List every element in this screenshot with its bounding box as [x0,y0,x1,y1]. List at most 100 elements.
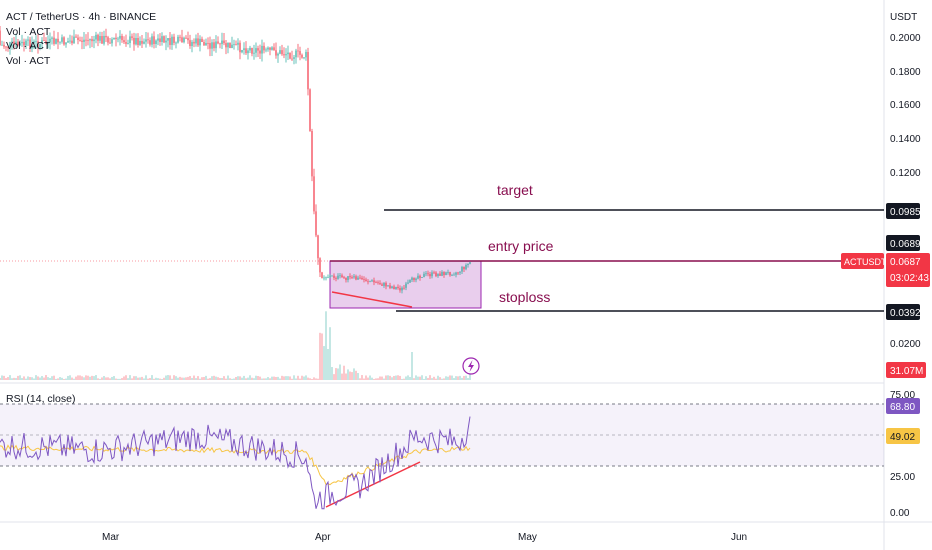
volume-bar [357,373,359,380]
candle-body [363,279,365,280]
candle-body [419,275,421,278]
volume-bar [217,377,219,380]
volume-bar [117,378,119,380]
volume-bar [89,376,91,380]
volume-bar [147,378,149,380]
volume-bar [15,378,17,380]
rsi-divergence-line[interactable] [325,461,421,508]
candle-body [305,52,307,58]
candle-body [133,37,135,45]
symbol-label: ACTUSDT [844,257,887,267]
candle-body [421,277,423,278]
price-axis[interactable]: 0.2000 0.1800 0.1600 0.1400 0.1200 0.020… [890,33,921,350]
volume-bar [393,375,395,380]
volume-bar [259,376,261,380]
volume-bar [221,378,223,380]
candle-body [433,272,435,274]
volume-bar [107,377,109,380]
indicator-label[interactable]: Vol · ACT [6,25,51,38]
candle-body [397,286,399,289]
volume-bar [263,378,265,380]
candle-body [359,277,361,279]
candle-body [39,43,41,48]
symbol-title[interactable]: ACT / TetherUS · 4h · BINANCE [6,11,157,23]
candle-body [85,39,87,41]
candle-body [249,47,251,51]
candle-body [429,274,431,277]
candle-body [225,43,227,48]
candle-body [461,266,463,272]
candle-body [223,40,225,44]
last-price-label: 0.0687 [890,257,921,268]
candle-body [137,38,139,45]
volume-bar [365,375,367,380]
candle-body [391,286,393,289]
y-tick: 0.1800 [890,67,921,78]
candle-body [201,38,203,43]
volume-bar [437,375,439,380]
candle-body [33,41,35,44]
volume-bar [285,376,287,380]
volume-bar [265,378,267,380]
candle-body [209,43,211,49]
target-label: target [497,182,533,198]
volume-bar [379,376,381,380]
volume-bar [199,378,201,380]
volume-bar [215,376,217,380]
candle-body [25,40,27,46]
volume-bar [23,376,25,380]
candle-body [77,37,79,40]
candle-body [263,45,265,51]
candle-body [95,34,97,40]
volume-bar [355,370,357,380]
indicator-label[interactable]: Vol · ACT [6,40,51,52]
candle-body [287,52,289,55]
candle-body [451,275,453,277]
lightning-icon[interactable] [462,357,480,375]
candle-body [13,41,15,45]
candle-body [407,282,409,284]
volume-bar [243,375,245,380]
candle-body [251,47,253,54]
volume-bar [291,378,293,380]
volume-bar [261,378,263,380]
candle-body [7,47,9,49]
candle-body [361,277,363,280]
rsi-title: RSI (14, close) [6,393,75,405]
volume-bar [93,376,95,380]
volume-bar [183,377,185,380]
volume-bar [327,349,329,380]
volume-bar [341,373,343,380]
candle-body [193,41,195,44]
candle-body [15,41,17,45]
volume-bar [397,375,399,380]
candle-body [439,273,441,276]
volume-bar [401,378,403,380]
volume-bar [237,376,239,380]
volume-bar [61,377,63,380]
volume-bar [255,375,257,380]
candle-body [339,275,341,277]
volume-bar [205,375,207,380]
volume-bar [317,378,319,380]
candle-body [311,130,313,177]
candle-body [23,41,25,46]
candle-body [21,41,23,44]
candle-body [381,284,383,286]
rsi-ma-label: 49.02 [890,432,915,443]
candle-body [123,40,125,43]
volume-bar [119,378,121,380]
volume-bar [105,377,107,380]
candle-body [355,276,357,280]
candle-body [365,279,367,282]
currency-label[interactable]: USDT [890,12,918,23]
price-divergence-line[interactable] [331,291,413,308]
candle-body [173,36,175,43]
candle-body [337,275,339,279]
volume-bar [181,377,183,380]
candle-body [267,47,269,50]
volume-bar [225,378,227,380]
indicator-label[interactable]: Vol · ACT [6,54,51,67]
volume-bar [377,378,379,380]
